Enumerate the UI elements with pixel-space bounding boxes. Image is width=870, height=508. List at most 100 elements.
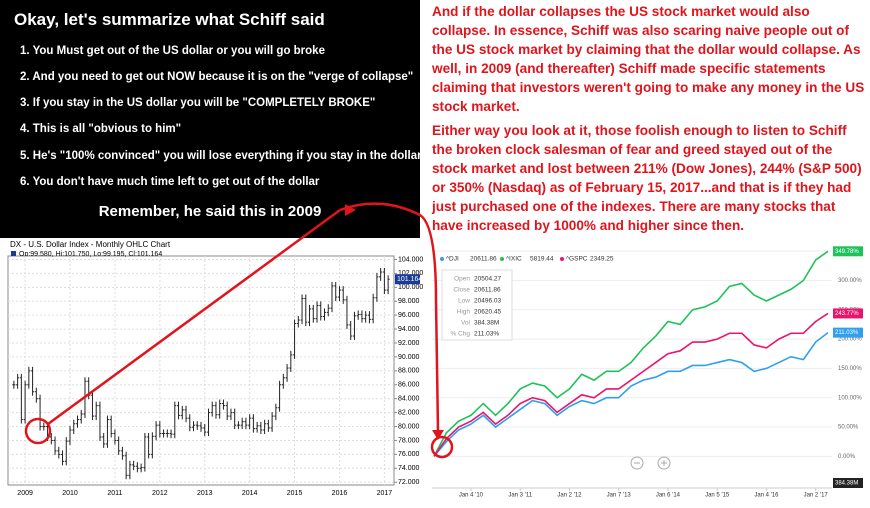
x-tick-label: 2010 (62, 490, 78, 497)
x-tick-label: Jan 7 '13 (607, 493, 632, 499)
y-tick-label: 104.000 (398, 256, 423, 263)
ohlc-bar (139, 463, 143, 473)
y-tick-label: 100.00% (838, 395, 862, 401)
tooltip-value: 384.38M (474, 320, 499, 327)
ohlc-bar (150, 432, 154, 459)
panel-item: 6. You don't have much time left to get … (20, 176, 320, 188)
y-tick-label: 100.000 (398, 284, 423, 291)
y-tick-label: 90.000 (398, 354, 420, 361)
legend-value: 2349.25 (590, 256, 614, 263)
ohlc-bar (165, 429, 169, 438)
ohlc-legend-box (11, 251, 16, 256)
y-tick-label: 50.00% (838, 425, 859, 431)
y-tick-label: 300.00% (838, 278, 862, 284)
y-tick-label: 84.000 (398, 396, 420, 403)
legend-name: ^IXIC (506, 256, 522, 263)
x-tick-label: 2015 (287, 490, 303, 497)
tooltip-key: Close (453, 287, 470, 294)
tooltip-value: 20504.27 (474, 276, 501, 283)
x-tick-label: 2012 (152, 490, 168, 497)
end-label-box (833, 308, 863, 319)
end-label: 349.78% (835, 249, 859, 255)
commentary: And if the dollar collapses the US stock… (432, 2, 866, 240)
end-label: 243.77% (835, 311, 859, 317)
volume-label: 384.38M (835, 481, 858, 487)
tooltip-key: % Chg (450, 331, 470, 338)
y-tick-label: 0.00% (838, 454, 856, 460)
x-tick-label: Jan 2 '17 (804, 493, 829, 499)
tooltip-key: Open (454, 276, 470, 283)
ohlc-bar (128, 460, 132, 480)
ohlc-bar (135, 462, 139, 473)
ohlc-bar (27, 366, 31, 389)
tooltip-key: Vol (461, 320, 471, 327)
ohlc-bar (64, 437, 68, 466)
ohlc-bar (203, 423, 207, 437)
legend-swatch (440, 257, 444, 261)
x-tick-label: 2016 (332, 490, 348, 497)
tooltip-key: High (457, 309, 471, 316)
end-label-box (833, 246, 863, 257)
commentary-paragraph: Either way you look at it, those foolish… (432, 123, 862, 233)
x-tick-label: Jan 3 '11 (508, 493, 532, 499)
ohlc-bar (16, 373, 20, 389)
tooltip-box (441, 269, 513, 341)
y-tick-label: 80.000 (398, 423, 420, 430)
ohlc-bar (102, 432, 106, 448)
tooltip-value: 20620.45 (474, 309, 501, 316)
series-line (433, 250, 829, 457)
y-tick-label: 78.000 (398, 437, 420, 444)
tooltip-value: 20611.86 (474, 287, 501, 294)
legend-swatch (560, 257, 564, 261)
y-tick-label: 82.000 (398, 409, 420, 416)
x-tick-label: Jan 5 '15 (705, 493, 730, 499)
summary-panel: Okay, let's summarize what Schiff said 1… (0, 0, 422, 238)
commentary-paragraph: And if the dollar collapses the US stock… (432, 4, 865, 114)
legend-value: 20611.86 (470, 256, 497, 263)
legend-name: ^DJI (446, 256, 459, 263)
legend-swatch (500, 257, 504, 261)
panel-item: 4. This is all "obvious to him" (20, 123, 182, 135)
ohlc-bar (132, 460, 136, 471)
ohlc-bar (117, 436, 121, 455)
ohlc-bar (68, 426, 72, 446)
ohlc-bar (61, 450, 65, 466)
tooltip-value: 211.03% (474, 331, 499, 338)
y-tick-label: 72.000 (398, 479, 420, 486)
tooltip-value: 20496.03 (474, 298, 501, 305)
panel-title: Okay, let's summarize what Schiff said (14, 10, 325, 29)
tooltip-key: Low (458, 298, 470, 305)
legend-value: 5819.44 (530, 256, 554, 263)
legend-name: ^GSPC (566, 256, 588, 263)
x-tick-label: Jan 6 '14 (656, 493, 681, 499)
ohlc-bar (147, 432, 151, 459)
ohlc-bar (120, 446, 124, 460)
ohlc-bar (143, 432, 147, 472)
ohlc-bar (12, 380, 16, 389)
ohlc-bar (113, 429, 117, 445)
ohlc-title: DX - U.S. Dollar Index - Monthly OHLC Ch… (10, 240, 171, 249)
ohlc-bar (31, 366, 35, 396)
x-tick-label: 2014 (242, 490, 258, 497)
ohlc-bar (34, 387, 38, 403)
end-label-box (833, 327, 863, 338)
x-tick-label: 2009 (17, 490, 33, 497)
y-tick-label: 94.000 (398, 326, 420, 333)
series-line (433, 312, 829, 457)
volume-box (833, 478, 863, 488)
panel-item: 3. If you stay in the US dollar you will… (20, 97, 376, 109)
y-tick-label: 88.000 (398, 368, 420, 375)
last-price-label: 101.164 (397, 276, 422, 283)
y-tick-label: 150.00% (838, 366, 862, 372)
panel-item: 2. And you need to get out NOW because i… (20, 71, 414, 83)
y-tick-label: 98.000 (398, 298, 420, 305)
ohlc-subtitle: Op:99.580, Hi:101.750, Lo:99.195, Cl:101… (19, 251, 162, 258)
ohlc-bar (169, 429, 173, 439)
y-tick-label: 96.000 (398, 312, 420, 319)
panel-item: 1. You Must get out of the US dollar or … (20, 45, 325, 57)
ohlc-bar (57, 446, 61, 459)
y-tick-label: 200.00% (838, 337, 862, 343)
y-tick-label: 76.000 (398, 451, 420, 458)
x-tick-label: 2013 (197, 490, 213, 497)
